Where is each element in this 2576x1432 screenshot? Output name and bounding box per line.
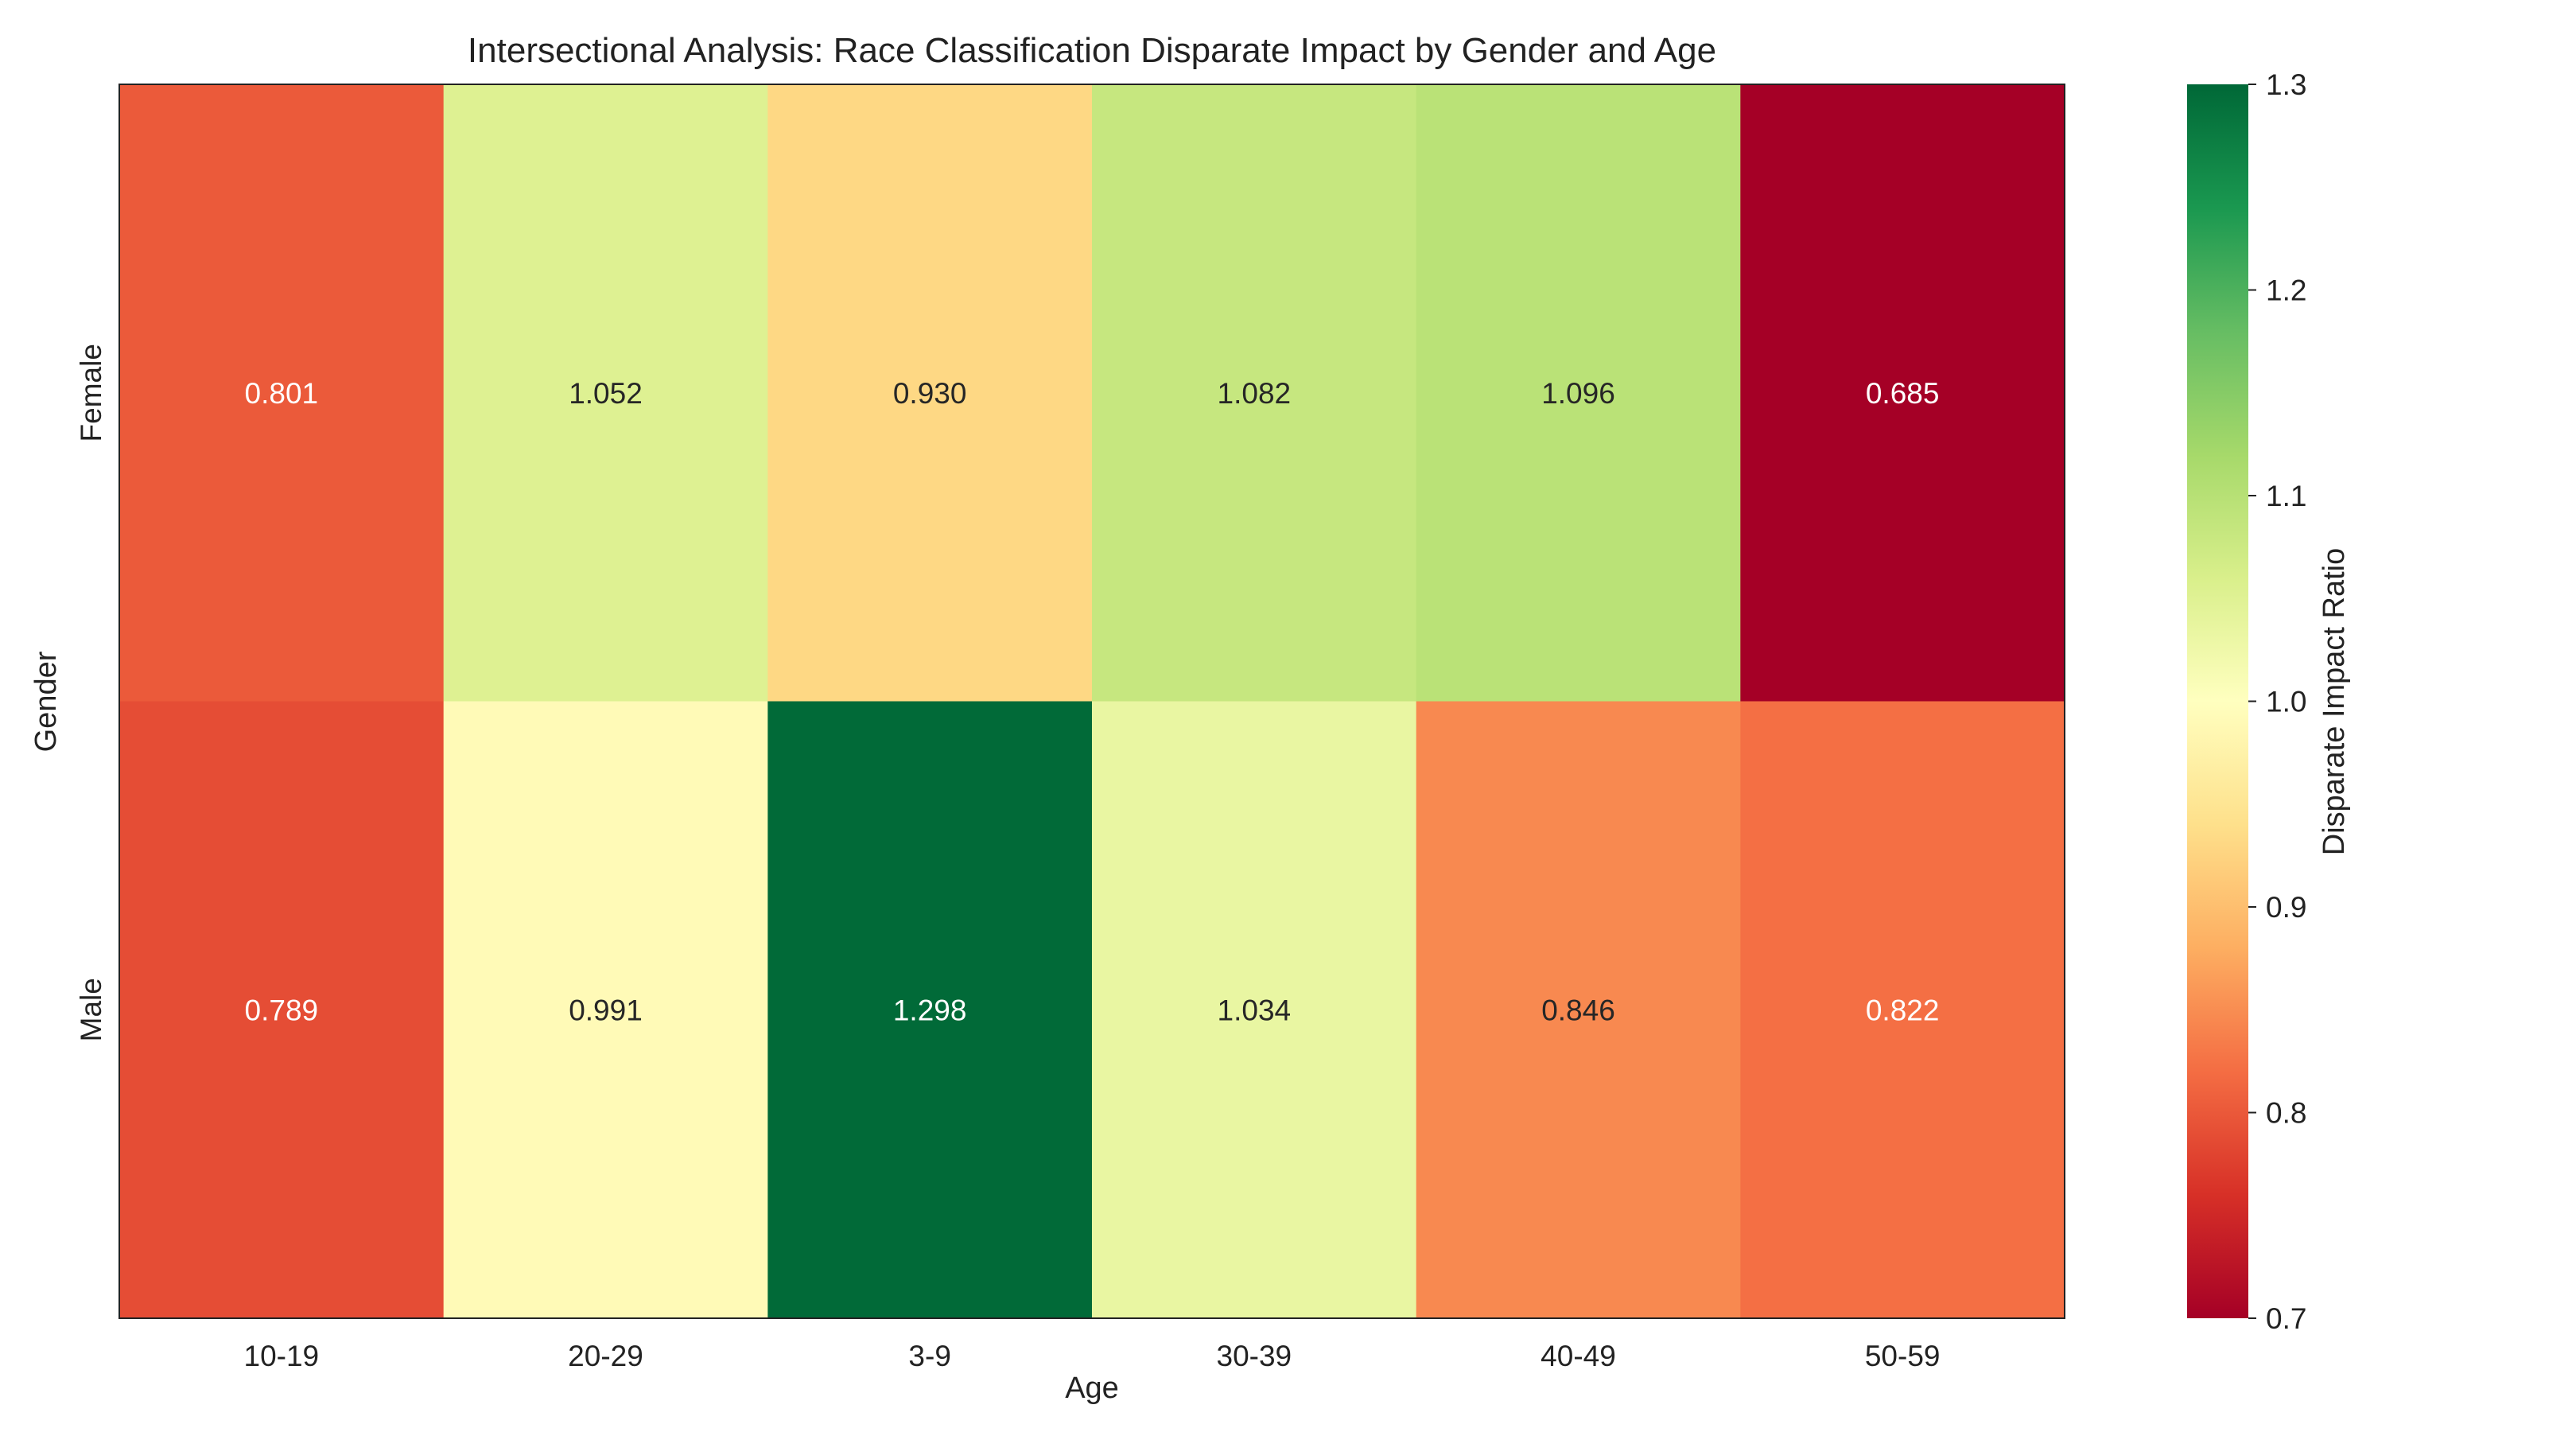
- y-tick-label: Female: [75, 344, 107, 442]
- heatmap-cell: [1416, 84, 1741, 702]
- cell-value-label: 1.096: [1541, 377, 1615, 410]
- colorbar-tick-label: 0.7: [2266, 1302, 2306, 1335]
- heatmap-cell: [1092, 701, 1417, 1319]
- heatmap-cell: [443, 701, 768, 1319]
- heatmap-cells: [119, 84, 2065, 1319]
- cell-value-label: 0.991: [569, 994, 643, 1026]
- colorbar-tick-label: 1.1: [2266, 480, 2306, 512]
- colorbar-tick-label: 1.0: [2266, 686, 2306, 718]
- cell-value-label: 1.034: [1218, 994, 1292, 1026]
- y-axis-label: Gender: [29, 651, 63, 752]
- colorbar-tick-label: 1.3: [2266, 68, 2306, 101]
- x-axis-ticks: 10-19 20-29 3-9 30-39 40-49 50-59: [244, 1340, 1941, 1372]
- colorbar-ticks: 0.7 0.8 0.9 1.0 1.1 1.2 1.3: [2248, 68, 2306, 1335]
- cell-value-label: 0.801: [245, 377, 319, 410]
- heatmap-cell: [1416, 701, 1741, 1319]
- colorbar-tick-label: 1.2: [2266, 274, 2306, 307]
- colorbar-tick-label: 0.9: [2266, 891, 2306, 924]
- x-tick-label: 3-9: [908, 1340, 950, 1372]
- heatmap-cell: [1740, 701, 2065, 1319]
- plot-frame: [119, 84, 2065, 1319]
- x-tick-label: 20-29: [568, 1340, 643, 1372]
- cell-value-label: 0.685: [1866, 377, 1940, 410]
- heatmap-cell: [119, 701, 445, 1319]
- y-tick-label: Male: [75, 978, 107, 1041]
- cell-value-label: 1.052: [569, 377, 643, 410]
- heatmap-cell: [767, 84, 1093, 702]
- cell-value-label: 1.082: [1218, 377, 1292, 410]
- x-axis-label: Age: [1065, 1372, 1119, 1405]
- cell-value-labels: 0.801 1.052 0.930 1.082 1.096 0.685 0.789 0.991…: [245, 377, 1940, 1027]
- cell-value-label: 1.298: [893, 994, 967, 1026]
- colorbar: [2187, 84, 2248, 1318]
- heatmap-cell: [119, 84, 445, 702]
- colorbar-label: Disparate Impact Ratio: [2318, 548, 2351, 856]
- cell-value-label: 0.846: [1541, 994, 1615, 1026]
- x-tick-label: 50-59: [1865, 1340, 1941, 1372]
- cell-value-label: 0.822: [1866, 994, 1940, 1026]
- x-tick-label: 10-19: [244, 1340, 320, 1372]
- heatmap-cell: [1092, 84, 1417, 702]
- heatmap-cell: [767, 701, 1093, 1319]
- x-tick-label: 30-39: [1217, 1340, 1292, 1372]
- heatmap-cell: [443, 84, 768, 702]
- cell-value-label: 0.789: [245, 994, 319, 1026]
- colorbar-tick-label: 0.8: [2266, 1097, 2306, 1130]
- heatmap-cell: [1740, 84, 2065, 702]
- x-tick-label: 40-49: [1541, 1340, 1616, 1372]
- y-axis-ticks: Female Male: [75, 344, 107, 1041]
- cell-value-label: 0.930: [893, 377, 967, 410]
- chart-title: Intersectional Analysis: Race Classifica…: [468, 31, 1716, 70]
